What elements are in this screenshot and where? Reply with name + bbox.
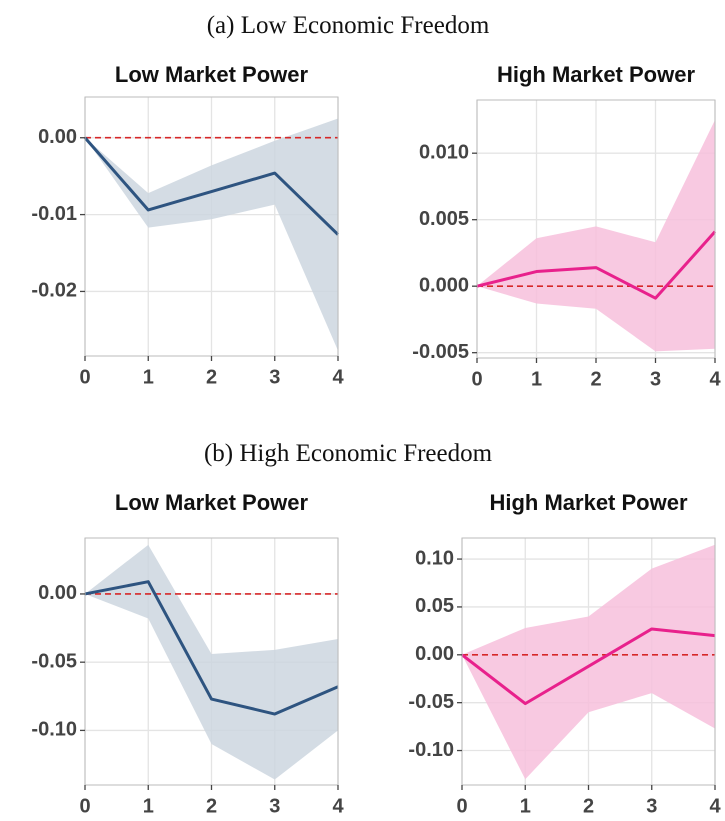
x-tick-label: 2 (206, 795, 217, 817)
line (461, 627, 716, 706)
line (84, 580, 339, 716)
x-tick-label: 3 (269, 795, 280, 817)
confidence-band (85, 118, 338, 351)
confidence-band (477, 119, 715, 352)
confidence-band (462, 544, 715, 780)
y-tick-label: -0.10 (408, 739, 454, 761)
x-tick-label: 0 (79, 366, 90, 388)
x-tick-label: 3 (269, 366, 280, 388)
y-tick-label: -0.05 (31, 650, 77, 672)
x-tick-label: 2 (206, 366, 217, 388)
y-tick-label: -0.01 (31, 203, 77, 225)
x-tick-label: 0 (456, 795, 467, 817)
section-caption: (a) Low Economic Freedom (207, 12, 490, 39)
confidence-band (85, 544, 338, 780)
y-tick-label: -0.02 (31, 280, 77, 302)
panel-title: Low Market Power (115, 490, 309, 515)
line (83, 136, 340, 236)
y-tick-label: 0.05 (415, 595, 454, 617)
x-tick-label: 1 (143, 795, 154, 817)
line (476, 230, 717, 300)
panel-title: Low Market Power (115, 62, 309, 87)
y-tick-label: 0.00 (38, 582, 77, 604)
y-tick-label: -0.05 (408, 691, 454, 713)
panel-title: High Market Power (497, 62, 695, 87)
y-tick-label: -0.005 (412, 341, 469, 363)
x-tick-label: 0 (471, 368, 482, 390)
y-tick-label: -0.10 (31, 719, 77, 741)
x-tick-label: 4 (332, 795, 344, 817)
x-tick-label: 1 (143, 366, 154, 388)
x-tick-label: 3 (646, 795, 657, 817)
y-tick-label: 0.010 (419, 141, 469, 163)
y-tick-label: 0.000 (419, 274, 469, 296)
x-tick-label: 4 (709, 368, 721, 390)
x-tick-label: 1 (531, 368, 542, 390)
x-tick-label: 2 (590, 368, 601, 390)
y-tick-label: 0.00 (38, 126, 77, 148)
x-tick-label: 2 (583, 795, 594, 817)
section-caption: (b) High Economic Freedom (204, 440, 493, 467)
y-tick-label: 0.00 (415, 643, 454, 665)
x-tick-label: 4 (709, 795, 721, 817)
panel-title: High Market Power (489, 490, 687, 515)
x-tick-label: 3 (650, 368, 661, 390)
y-tick-label: 0.005 (419, 208, 469, 230)
x-tick-label: 1 (520, 795, 531, 817)
x-tick-label: 0 (79, 795, 90, 817)
y-tick-label: 0.10 (415, 547, 454, 569)
x-tick-label: 4 (332, 366, 344, 388)
